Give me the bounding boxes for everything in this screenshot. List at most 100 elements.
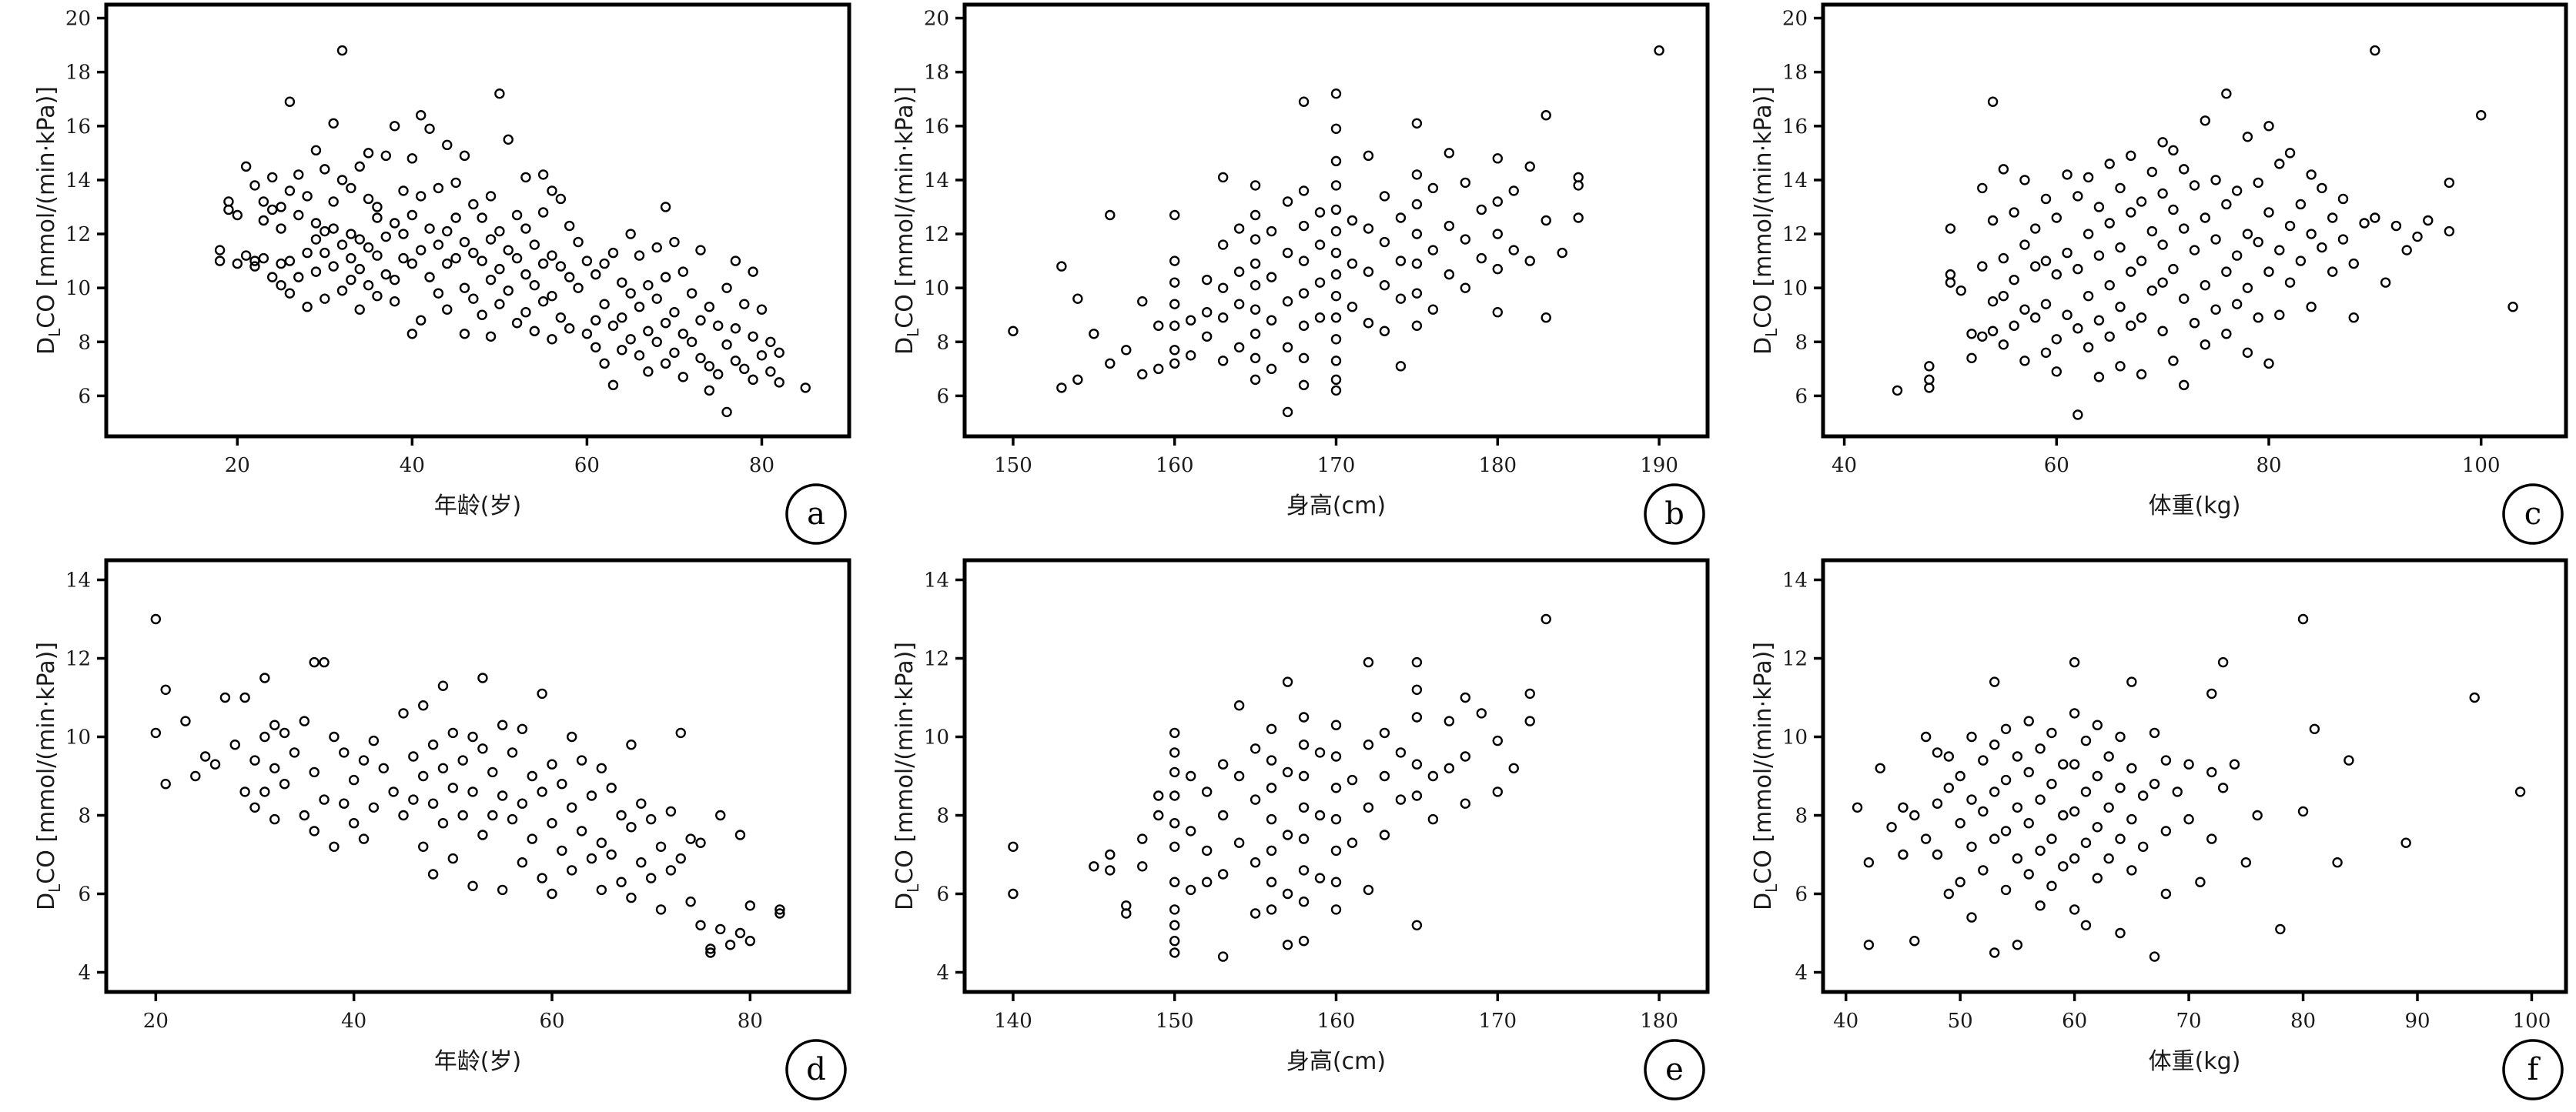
data-point xyxy=(2189,245,2200,255)
data-point xyxy=(1169,818,1180,829)
data-point xyxy=(2297,806,2309,817)
data-point xyxy=(1266,904,1277,915)
panel-badge xyxy=(785,1039,847,1100)
data-point xyxy=(2284,148,2296,159)
data-point xyxy=(2370,45,2380,56)
data-point xyxy=(1460,234,1471,245)
data-point xyxy=(427,869,439,880)
data-point xyxy=(1427,245,1439,255)
x-tick-label: 60 xyxy=(574,454,600,477)
data-point xyxy=(1217,282,1229,293)
data-point xyxy=(1137,833,1148,844)
data-point xyxy=(209,759,221,770)
scatter-plot-e: 140 150 160 170 180 4 6 8 10 12 14 身高(cm) DLCO [mmol… xyxy=(892,558,1710,1100)
data-point xyxy=(258,215,269,226)
data-point xyxy=(2275,923,2286,935)
data-point xyxy=(299,810,310,821)
data-point xyxy=(1169,277,1180,288)
data-point xyxy=(2093,250,2105,261)
data-point xyxy=(2327,266,2338,277)
data-point xyxy=(2253,236,2263,248)
data-point xyxy=(677,372,688,382)
data-point xyxy=(1233,837,1245,848)
data-point xyxy=(1411,712,1423,723)
x-tick-label: 150 xyxy=(1156,1010,1194,1033)
data-point xyxy=(380,150,391,162)
data-point xyxy=(2115,242,2126,253)
data-point xyxy=(1987,326,1999,336)
data-point xyxy=(1347,258,1358,269)
plot-frame xyxy=(1821,558,2568,994)
data-point xyxy=(2206,766,2217,778)
y-tick-label: 10 xyxy=(1782,277,1808,300)
data-point xyxy=(232,209,243,221)
data-point xyxy=(1169,209,1180,221)
data-point xyxy=(1330,225,1342,237)
y-tick-label: 8 xyxy=(936,805,949,828)
x-tick-label: 100 xyxy=(2513,1010,2551,1033)
data-point xyxy=(1395,255,1407,266)
data-point xyxy=(2200,339,2210,350)
data-point xyxy=(1185,770,1196,782)
data-point xyxy=(2093,202,2105,212)
data-point xyxy=(685,897,696,907)
data-point xyxy=(1314,207,1326,218)
data-point xyxy=(1330,123,1342,134)
data-point xyxy=(2168,204,2179,215)
data-point xyxy=(1875,763,1885,773)
data-point xyxy=(1153,363,1164,375)
data-point xyxy=(232,258,243,269)
data-point xyxy=(1573,180,1584,191)
data-point xyxy=(2309,723,2320,735)
data-point xyxy=(442,304,453,315)
data-point xyxy=(2221,199,2232,210)
data-point xyxy=(695,352,706,364)
data-point xyxy=(398,252,409,264)
data-point xyxy=(1363,739,1374,750)
y-tick-label: 20 xyxy=(1782,8,1808,31)
data-point xyxy=(2157,239,2168,250)
scatter-panel-c: 40 60 80 100 6 8 10 12 14 16 18 20 体重(kg) DLCO [mmol/… xyxy=(1717,0,2575,556)
data-point xyxy=(2092,822,2103,833)
data-point xyxy=(1987,96,1999,107)
data-point xyxy=(2083,342,2094,352)
data-point xyxy=(267,172,278,183)
data-point xyxy=(424,123,435,134)
data-point xyxy=(408,794,419,805)
data-point xyxy=(1153,810,1164,821)
data-point xyxy=(2195,877,2206,887)
data-point xyxy=(503,245,514,255)
y-tick-label: 6 xyxy=(1795,883,1808,907)
data-point xyxy=(748,374,758,386)
data-point xyxy=(1998,164,2009,175)
data-point xyxy=(634,250,645,261)
data-point xyxy=(276,223,286,234)
data-point xyxy=(2295,255,2307,266)
y-axis-label-sub: L xyxy=(1762,328,1781,337)
data-point xyxy=(645,873,657,883)
data-point xyxy=(1945,277,1956,288)
data-point xyxy=(1201,845,1213,857)
data-point xyxy=(1233,700,1245,711)
data-point xyxy=(406,209,418,221)
scatter-panel-f: 40 50 60 70 80 90 100 4 6 8 10 12 14 体重(kg) DLCO [mmol… xyxy=(1717,556,2575,1111)
data-point xyxy=(1314,277,1326,288)
data-point xyxy=(1298,865,1310,876)
data-point xyxy=(2069,759,2080,770)
data-point xyxy=(756,350,768,361)
panel-badge xyxy=(1644,1039,1705,1100)
x-tick-label: 80 xyxy=(2256,454,2281,477)
data-point xyxy=(1363,266,1374,277)
data-point xyxy=(1298,288,1310,299)
data-point xyxy=(1852,802,1863,813)
data-point xyxy=(1476,252,1487,264)
data-point xyxy=(1411,759,1423,770)
data-point xyxy=(2115,182,2126,194)
data-point xyxy=(1250,258,1261,269)
y-tick-label: 18 xyxy=(1782,62,1808,85)
data-point xyxy=(744,936,756,947)
data-point xyxy=(547,334,557,345)
data-point xyxy=(2104,218,2115,229)
data-point xyxy=(2306,302,2317,312)
data-point xyxy=(643,326,654,336)
